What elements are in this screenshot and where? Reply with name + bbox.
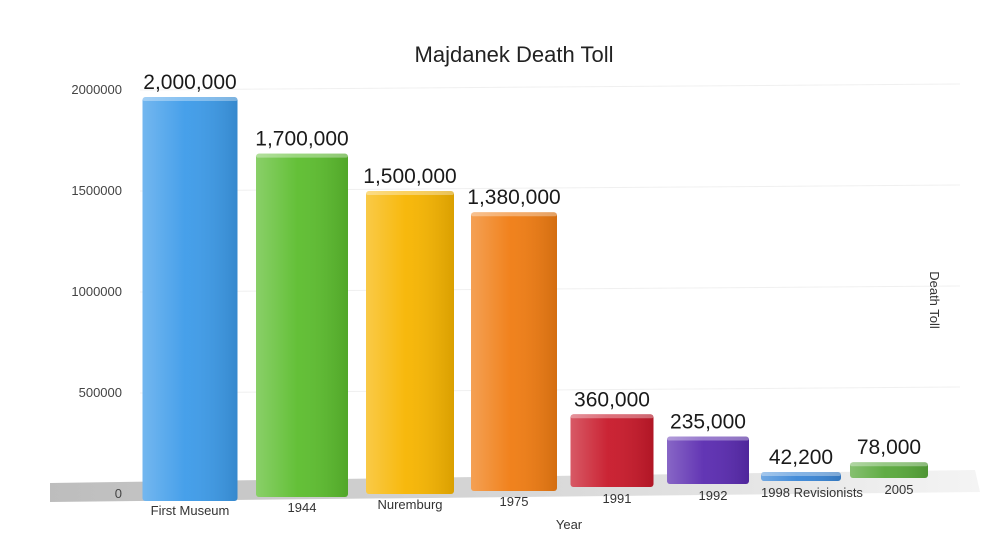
x-tick-label: 1992 [699, 488, 728, 503]
y-tick-label: 1500000 [71, 183, 122, 198]
data-label: 1,380,000 [467, 186, 560, 209]
bar-top [256, 153, 348, 158]
x-axis-label: Year [556, 517, 583, 532]
bar-shading [366, 191, 454, 494]
data-label: 1,500,000 [363, 165, 456, 188]
y-tick-label: 0 [115, 486, 122, 501]
x-tick-label: 1991 [603, 491, 632, 506]
x-tick-label: 1975 [500, 494, 529, 509]
x-tick-label: 2005 [885, 482, 914, 497]
x-tick-label: 1998 Revisionists [761, 485, 863, 500]
data-label: 42,200 [769, 446, 833, 469]
y-tick-label: 500000 [79, 385, 122, 400]
bar-shading [667, 436, 749, 484]
bar-top [471, 212, 557, 217]
bar-top [850, 462, 928, 467]
chart-title: Majdanek Death Toll [415, 42, 614, 67]
data-labels: 2,000,000 1,700,000 1,500,000 1,380,000 360,… [143, 71, 921, 469]
x-tick-label: 1944 [288, 500, 317, 515]
bar-shading [761, 472, 841, 481]
y-tick-label: 1000000 [71, 284, 122, 299]
data-label: 235,000 [670, 411, 746, 434]
bar-top [667, 436, 749, 441]
y-axis: 0 500000 1000000 1500000 2000000 [71, 82, 122, 501]
data-label: 2,000,000 [143, 71, 236, 94]
y-tick-label: 2000000 [71, 82, 122, 97]
y-axis-label: Death Toll [927, 271, 942, 329]
bar-shading [471, 212, 557, 492]
x-axis: First Museum 1944 Nuremburg 1975 1991 1992 199… [151, 482, 914, 518]
bar-top [761, 472, 841, 476]
x-tick-label: First Museum [151, 503, 230, 518]
bar-top [142, 97, 238, 101]
bar-top [570, 414, 654, 419]
bars [142, 97, 928, 501]
data-label: 78,000 [857, 436, 921, 459]
bar-shading [570, 414, 654, 487]
bar-shading [142, 97, 238, 501]
bar-shading [256, 153, 348, 497]
data-label: 360,000 [574, 388, 650, 411]
bar-top [366, 191, 454, 195]
bar-shading [850, 462, 928, 478]
data-label: 1,700,000 [255, 128, 348, 151]
x-tick-label: Nuremburg [377, 497, 442, 512]
gridline [139, 83, 961, 91]
